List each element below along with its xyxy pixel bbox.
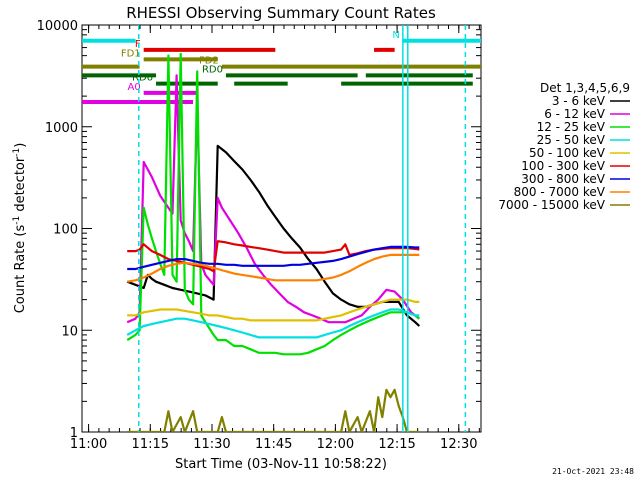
- series-line-25-50-kev: [126, 308, 420, 339]
- legend-label-800-7000-kev: 800 - 7000 keV: [514, 185, 606, 199]
- legend-label-6-12-kev: 6 - 12 keV: [544, 107, 606, 121]
- x-tick-label: 12:15: [378, 437, 415, 452]
- x-axis-label: Start Time (03-Nov-11 10:58:22): [175, 457, 387, 472]
- x-tick-label: 11:45: [255, 437, 292, 452]
- series-line-6-12-kev: [126, 74, 420, 324]
- state-label-a1: A1: [66, 91, 79, 102]
- legend-title: Det 1,3,4,5,6,9: [540, 81, 630, 95]
- plot-area: 11:00 11:15 11:30 11:45 12:00 12:15 12:30 1 10 10…: [37, 19, 482, 452]
- x-tick-label: 11:30: [193, 437, 230, 452]
- chart-title: RHESSI Observing Summary Count Rates: [126, 4, 436, 22]
- series-line-300-800-kev: [127, 245, 420, 271]
- state-label-n: N: [392, 30, 399, 41]
- state-label-fd2: FD2: [199, 56, 219, 67]
- legend-label-7000-15000-kev: 7000 - 15000 keV: [498, 198, 605, 212]
- legend-label-300-800-kev: 300 - 800 keV: [521, 172, 605, 186]
- x-tick-label: 11:00: [70, 437, 107, 452]
- state-label-rd6: RD6: [132, 73, 153, 84]
- legend-label-100-300-kev: 100 - 300 keV: [521, 159, 605, 173]
- series-line-7000-15000-kev: [127, 388, 420, 432]
- legend-label-12-25-kev: 12 - 25 keV: [537, 120, 606, 134]
- y-tick-label: 1: [70, 426, 78, 441]
- y-tick-label: 10000: [37, 19, 78, 34]
- legend-label-25-50-kev: 25 - 50 keV: [537, 133, 606, 147]
- series-line-800-7000-kev: [127, 253, 420, 283]
- state-label-a0: A0: [127, 82, 140, 93]
- timestamp: 21-Oct-2021 23:48: [552, 467, 634, 476]
- y-tick-label: 10: [61, 324, 78, 339]
- state-label-rd0: RD0: [202, 64, 223, 75]
- y-tick-label: 1000: [45, 121, 78, 136]
- state-label-fd1: FD1: [121, 48, 141, 59]
- legend-label-50-100-kev: 50 - 100 keV: [529, 146, 606, 160]
- y-tick-label: 100: [53, 223, 78, 238]
- state-label-f: F: [135, 39, 141, 50]
- x-tick-label: 12:00: [317, 437, 354, 452]
- y-axis-label: Count Rate (s-1 detector-1): [12, 143, 28, 314]
- series-line-50-100-kev: [127, 298, 420, 322]
- x-tick-label: 11:15: [132, 437, 169, 452]
- legend-label-3-6-kev: 3 - 6 keV: [552, 94, 606, 108]
- x-tick-label: 12:30: [440, 437, 477, 452]
